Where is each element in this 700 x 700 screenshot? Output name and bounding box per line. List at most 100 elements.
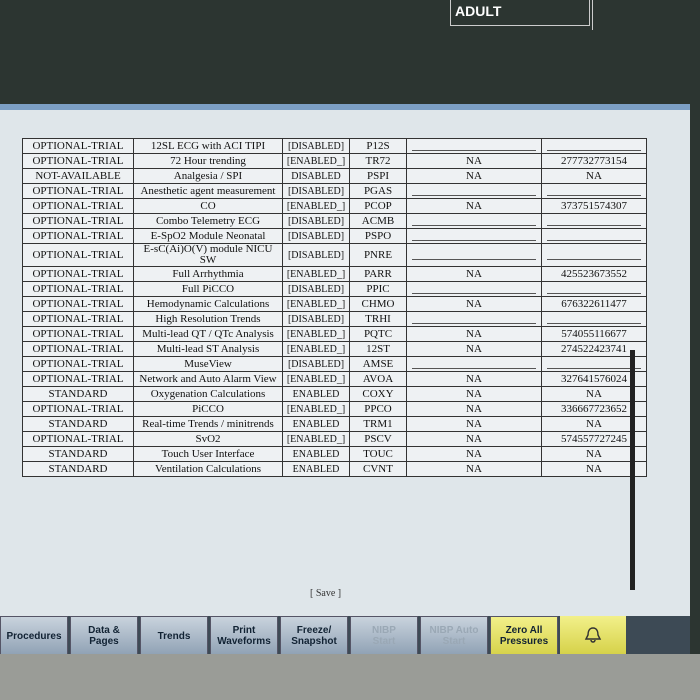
cell-key: 373751574307 [541, 198, 647, 214]
input-field[interactable] [547, 232, 641, 241]
save-button[interactable]: [ Save ] [310, 588, 342, 599]
input-field[interactable] [412, 232, 536, 241]
scrollbar[interactable] [630, 350, 635, 590]
bell-icon [584, 627, 602, 643]
table-row: OPTIONAL-TRIAL E-SpO2 Module Neonatal [DIS… [22, 228, 647, 244]
cell-license: NA [406, 168, 542, 184]
cell-state[interactable]: [ENABLED_] [282, 431, 350, 447]
cell-status: OPTIONAL-TRIAL [22, 138, 134, 154]
cell-state[interactable]: [ENABLED_] [282, 341, 350, 357]
menu-button[interactable]: Procedures [0, 616, 68, 656]
cell-state[interactable]: [DISABLED] [282, 243, 350, 267]
cell-code: CVNT [349, 461, 407, 477]
cell-key: NA [541, 168, 647, 184]
menu-button[interactable]: Print Waveforms [210, 616, 278, 656]
cell-option: Network and Auto Alarm View [133, 371, 283, 387]
cell-status: OPTIONAL-TRIAL [22, 281, 134, 297]
cell-license [406, 138, 542, 154]
table-row: OPTIONAL-TRIAL CO [ENABLED_] PCOP NA 37375157… [22, 198, 647, 214]
cell-state[interactable]: [DISABLED] [282, 281, 350, 297]
cell-state[interactable]: [DISABLED] [282, 311, 350, 327]
cell-state[interactable]: [DISABLED] [282, 138, 350, 154]
cell-key [541, 183, 647, 199]
cell-license: NA [406, 266, 542, 282]
cell-status: OPTIONAL-TRIAL [22, 431, 134, 447]
cell-state[interactable]: [ENABLED_] [282, 326, 350, 342]
input-field[interactable] [412, 251, 536, 260]
cell-code: PQTC [349, 326, 407, 342]
cell-state[interactable]: [ENABLED_] [282, 153, 350, 169]
cell-license: NA [406, 386, 542, 402]
cell-state[interactable]: [ENABLED_] [282, 401, 350, 417]
cell-code: PSPI [349, 168, 407, 184]
input-field[interactable] [547, 360, 641, 369]
table-row: OPTIONAL-TRIAL Combo Telemetry ECG [DISABL… [22, 213, 647, 229]
cell-license [406, 281, 542, 297]
cell-state[interactable]: [ENABLED_] [282, 371, 350, 387]
cell-state[interactable]: ENABLED [282, 446, 350, 462]
menu-button[interactable]: Freeze/ Snapshot [280, 616, 348, 656]
cell-state[interactable]: [DISABLED] [282, 213, 350, 229]
table-row: NOT-AVAILABLE Analgesia / SPI DISABLED PSPI… [22, 168, 647, 184]
input-field[interactable] [547, 217, 641, 226]
cell-option: Multi-lead QT / QTc Analysis [133, 326, 283, 342]
menu-button: NIBP Auto Start [420, 616, 488, 656]
cell-code: PGAS [349, 183, 407, 199]
cell-code: CHMO [349, 296, 407, 312]
cell-option: Full Arrhythmia [133, 266, 283, 282]
cell-code: TRHI [349, 311, 407, 327]
table-row: OPTIONAL-TRIAL E-sC(Ai)O(V) module NICU S… [22, 243, 647, 267]
cell-option: 72 Hour trending [133, 153, 283, 169]
input-field[interactable] [412, 142, 536, 151]
table-row: OPTIONAL-TRIAL Full Arrhythmia [ENABLED_] P… [22, 266, 647, 282]
cell-license: NA [406, 198, 542, 214]
table-row: OPTIONAL-TRIAL Hemodynamic Calculations [E… [22, 296, 647, 312]
cell-option: Ventilation Calculations [133, 461, 283, 477]
menu-button[interactable]: Trends [140, 616, 208, 656]
cell-status: OPTIONAL-TRIAL [22, 243, 134, 267]
table-row: STANDARD Touch User Interface ENABLED TOUC N… [22, 446, 647, 462]
cell-state[interactable]: [ENABLED_] [282, 266, 350, 282]
cell-code: 12ST [349, 341, 407, 357]
input-field[interactable] [412, 360, 536, 369]
cell-option: Analgesia / SPI [133, 168, 283, 184]
cell-option: CO [133, 198, 283, 214]
menu-button[interactable]: Zero All Pressures [490, 616, 558, 656]
cell-option: High Resolution Trends [133, 311, 283, 327]
patient-mode[interactable]: ADULT [450, 0, 590, 26]
input-field[interactable] [547, 187, 641, 196]
input-field[interactable] [547, 285, 641, 294]
cell-state[interactable]: DISABLED [282, 168, 350, 184]
cell-state[interactable]: ENABLED [282, 386, 350, 402]
cell-state[interactable]: [ENABLED_] [282, 296, 350, 312]
cell-option: Oxygenation Calculations [133, 386, 283, 402]
cell-state[interactable]: ENABLED [282, 461, 350, 477]
input-field[interactable] [547, 251, 641, 260]
input-field[interactable] [547, 142, 641, 151]
table-row: OPTIONAL-TRIAL Multi-lead ST Analysis [ENA… [22, 341, 647, 357]
input-field[interactable] [412, 315, 536, 324]
cell-option: PiCCO [133, 401, 283, 417]
cell-state[interactable]: [DISABLED] [282, 356, 350, 372]
cell-key: NA [541, 461, 647, 477]
cell-state[interactable]: ENABLED [282, 416, 350, 432]
table-row: STANDARD Ventilation Calculations ENABLED C… [22, 461, 647, 477]
input-field[interactable] [412, 217, 536, 226]
cell-code: PPIC [349, 281, 407, 297]
cell-status: OPTIONAL-TRIAL [22, 198, 134, 214]
alarm-button[interactable] [560, 616, 626, 654]
cell-state[interactable]: [ENABLED_] [282, 198, 350, 214]
menu-button: NIBP Start [350, 616, 418, 656]
menu-button[interactable]: Data & Pages [70, 616, 138, 656]
input-field[interactable] [412, 285, 536, 294]
cell-state[interactable]: [DISABLED] [282, 183, 350, 199]
input-field[interactable] [412, 187, 536, 196]
bezel [0, 654, 700, 700]
cell-code: TOUC [349, 446, 407, 462]
input-field[interactable] [547, 315, 641, 324]
cell-license: NA [406, 446, 542, 462]
cell-state[interactable]: [DISABLED] [282, 228, 350, 244]
cell-option: Hemodynamic Calculations [133, 296, 283, 312]
cell-code: AVOA [349, 371, 407, 387]
button-bar: Procedures Data & Pages Trends Print Wavefo… [0, 616, 690, 656]
